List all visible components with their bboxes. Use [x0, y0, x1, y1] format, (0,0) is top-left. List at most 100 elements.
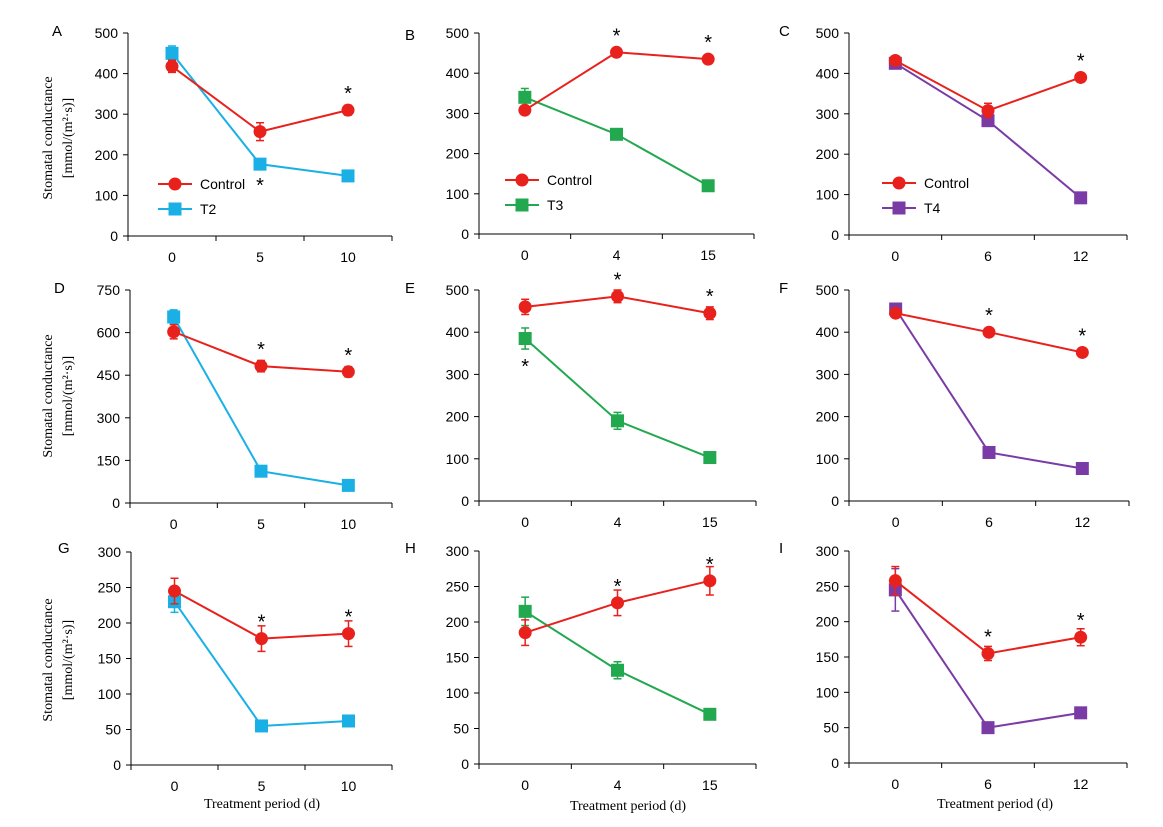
y-tick-label: 150: [98, 651, 122, 667]
x-tick-label: 0: [892, 514, 900, 530]
y-tick-label: 500: [816, 25, 840, 41]
data-point: [1074, 630, 1088, 644]
y-tick-label: 200: [446, 146, 470, 162]
y-tick-label: 250: [98, 580, 122, 596]
x-tick-label: 0: [168, 249, 176, 265]
significance-asterisk: *: [984, 626, 992, 648]
y-tick-label: 200: [816, 409, 840, 425]
y-tick-label: 0: [831, 227, 839, 243]
x-tick-label: 0: [521, 514, 529, 530]
panel-G: G 0 50 100 150 200 250 300 0 5 10 * *: [58, 540, 393, 794]
series-control: [165, 59, 355, 142]
row1-ylabel: Stomatal conductance [mmol/(m²·s)]: [41, 76, 76, 199]
panel-B: B 0 100 200 300 400 500 0 4 15 * * Control T3: [405, 25, 755, 263]
series-control: [518, 289, 717, 321]
legend-marker: [515, 173, 529, 187]
y-tick-label: 0: [110, 228, 118, 244]
y-tick-label: 500: [446, 282, 470, 298]
y-tick-label: 100: [95, 187, 119, 203]
y-tick-label: 200: [446, 614, 470, 630]
y-tick-label: 300: [97, 410, 121, 426]
data-point: [1074, 706, 1088, 720]
series-control: [518, 45, 715, 117]
y-tick-label: 300: [446, 543, 470, 559]
data-point: [165, 46, 179, 60]
series-t3: [518, 596, 717, 721]
y-tick-label: 100: [816, 451, 840, 467]
x-tick-label: 4: [613, 247, 621, 263]
legend-marker: [892, 176, 906, 190]
x-tick-label: 15: [702, 514, 718, 530]
data-point: [341, 103, 355, 117]
row3-ylabel: Stomatal conductance [mmol/(m²·s)]: [41, 598, 76, 721]
y-tick-label: 200: [95, 147, 119, 163]
significance-asterisk: *: [344, 83, 352, 105]
data-point: [610, 45, 623, 59]
x-tick-label: 6: [985, 514, 993, 530]
y-tick-label: 100: [816, 684, 840, 700]
panel-D: D 0 150 300 450 600 750 0 5 10 * *: [54, 280, 393, 532]
series-line: [171, 52, 349, 177]
panel-H: H 0 50 100 150 200 250 300 0 4 15 * *: [405, 540, 757, 793]
data-point: [342, 714, 355, 728]
data-point: [982, 445, 996, 459]
significance-asterisk: *: [613, 25, 621, 47]
data-point: [253, 125, 267, 139]
data-point: [255, 719, 268, 733]
legend-item-t2: T2: [158, 201, 217, 217]
data-point: [981, 721, 995, 735]
data-point: [703, 306, 717, 320]
y-tick-label: 300: [816, 106, 840, 122]
y-tick-label: 200: [816, 146, 840, 162]
y-tick-label: 300: [446, 105, 470, 121]
series-line: [524, 337, 711, 459]
panel-letter: I: [779, 540, 783, 557]
x-tick-label: 6: [984, 776, 992, 792]
y-tick-label: 400: [816, 324, 840, 340]
panel-A: A 0 100 200 300 400 500 0 5 10 * * Control T2: [52, 23, 393, 265]
data-point: [1075, 462, 1089, 476]
y-tick-label: 300: [816, 366, 840, 382]
panel-F: F 0 100 200 300 400 500 0 6 12 * *: [779, 280, 1130, 530]
legend-marker: [892, 201, 906, 215]
y-tick-label: 100: [446, 685, 470, 701]
series-line: [171, 65, 349, 133]
y-tick-label: 150: [816, 649, 840, 665]
data-point: [1075, 345, 1089, 359]
legend-label: Control: [200, 176, 245, 192]
data-point: [167, 325, 181, 339]
significance-asterisk: *: [1078, 325, 1086, 347]
x-tick-label: 10: [340, 249, 356, 265]
data-point: [1074, 191, 1088, 205]
x-tick-label: 15: [700, 247, 716, 263]
panel-letter: H: [405, 540, 416, 557]
y-tick-label: 300: [98, 544, 122, 560]
series-t2: [165, 45, 355, 183]
series-t2: [167, 309, 355, 492]
data-point: [341, 478, 355, 492]
series-control: [889, 306, 1089, 359]
legend-marker: [168, 177, 182, 191]
panel-C: C 0 100 200 300 400 500 0 6 12 * Control T4: [779, 23, 1128, 264]
data-point: [518, 604, 532, 618]
y-tick-label: 500: [816, 282, 840, 298]
data-point: [703, 451, 717, 465]
data-point: [253, 157, 267, 171]
y-tick-label: 250: [446, 579, 470, 595]
y-tick-label: 300: [816, 543, 840, 559]
significance-asterisk: *: [706, 554, 714, 576]
y-tick-label: 450: [97, 367, 121, 383]
y-tick-label: 100: [446, 451, 470, 467]
data-point: [703, 574, 717, 588]
series-control: [518, 565, 717, 647]
data-point: [610, 127, 623, 141]
data-point: [889, 306, 903, 320]
y-tick-label: 400: [816, 65, 840, 81]
significance-asterisk: *: [1077, 50, 1085, 72]
data-point: [254, 464, 268, 478]
x-tick-label: 5: [257, 516, 265, 532]
data-point: [888, 574, 902, 588]
data-point: [341, 169, 355, 183]
data-point: [518, 626, 532, 640]
data-point: [982, 325, 996, 339]
